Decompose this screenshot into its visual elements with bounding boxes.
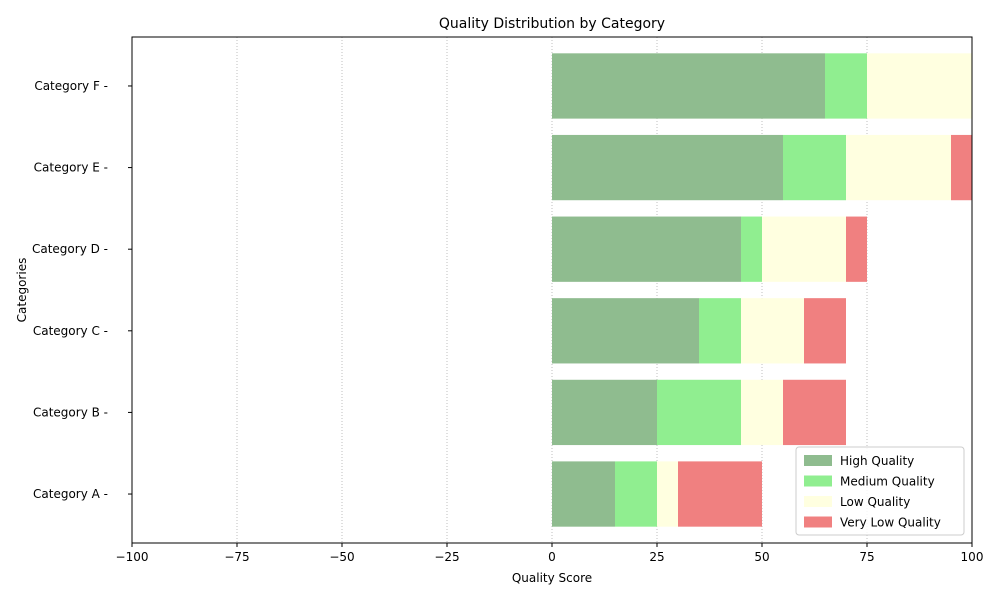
- legend-swatch: [804, 516, 832, 528]
- y-axis-label: Categories: [15, 258, 29, 323]
- bar-category-c-very-low-quality: [804, 298, 846, 364]
- bar-category-a-medium-quality: [615, 461, 657, 527]
- x-tick-label: −75: [224, 550, 249, 564]
- bar-category-d-medium-quality: [741, 216, 762, 282]
- bar-category-f-low-quality: [867, 53, 972, 119]
- x-axis-ticks: −100 −75 −50 −25 0 25 50 75 100: [116, 543, 984, 564]
- y-tick-label: Category B -: [33, 405, 108, 419]
- bar-category-e-high-quality: [552, 134, 783, 201]
- bar-category-a-low-quality: [657, 461, 678, 527]
- bar-category-e-medium-quality: [783, 134, 846, 201]
- legend: High Quality Medium Quality Low Quality Ver…: [795, 446, 965, 536]
- bar-category-f-high-quality: [552, 53, 825, 119]
- x-tick-label: 50: [754, 550, 769, 564]
- x-tick-label: 0: [548, 550, 556, 564]
- bar-category-f-medium-quality: [825, 53, 867, 119]
- legend-swatch: [804, 455, 832, 466]
- x-tick-label: −100: [116, 550, 149, 564]
- bar-category-b-very-low-quality: [783, 379, 846, 446]
- bar-category-d-very-low-quality: [846, 216, 867, 282]
- legend-label: High Quality: [840, 454, 914, 468]
- bar-category-d-low-quality: [762, 216, 846, 282]
- bar-category-d-high-quality: [552, 216, 741, 282]
- legend-label: Medium Quality: [840, 475, 935, 489]
- legend-swatch: [804, 496, 832, 507]
- bar-category-e-low-quality: [846, 134, 951, 201]
- bar-category-c-medium-quality: [699, 298, 741, 364]
- x-tick-label: −50: [329, 550, 354, 564]
- x-axis-label: Quality Score: [512, 571, 592, 585]
- bar-category-a-very-low-quality: [678, 461, 762, 527]
- bar-category-c-low-quality: [741, 298, 804, 364]
- y-axis-ticks: Category A - Category B - Category C - Cate…: [32, 79, 132, 501]
- legend-box: [795, 446, 965, 536]
- y-tick-label: Category F -: [34, 79, 108, 93]
- legend-label: Very Low Quality: [840, 516, 941, 530]
- bar-category-e-very-low-quality: [951, 134, 972, 201]
- y-tick-label: Category C -: [33, 324, 108, 338]
- x-tick-label: −25: [434, 550, 459, 564]
- x-tick-label: 100: [961, 550, 984, 564]
- bars: [552, 53, 972, 527]
- x-tick-label: 75: [859, 550, 874, 564]
- bar-category-b-medium-quality: [657, 379, 741, 446]
- bar-category-c-high-quality: [552, 298, 699, 364]
- chart-title: Quality Distribution by Category: [439, 16, 665, 32]
- legend-swatch: [804, 475, 832, 487]
- y-tick-label: Category A -: [33, 487, 108, 501]
- y-tick-label: Category D -: [32, 242, 108, 256]
- y-tick-label: Category E -: [34, 161, 108, 175]
- x-tick-label: 25: [649, 550, 664, 564]
- legend-label: Low Quality: [840, 495, 910, 509]
- bar-category-b-high-quality: [552, 379, 657, 446]
- bar-category-a-high-quality: [552, 461, 615, 527]
- bar-category-b-low-quality: [741, 379, 783, 446]
